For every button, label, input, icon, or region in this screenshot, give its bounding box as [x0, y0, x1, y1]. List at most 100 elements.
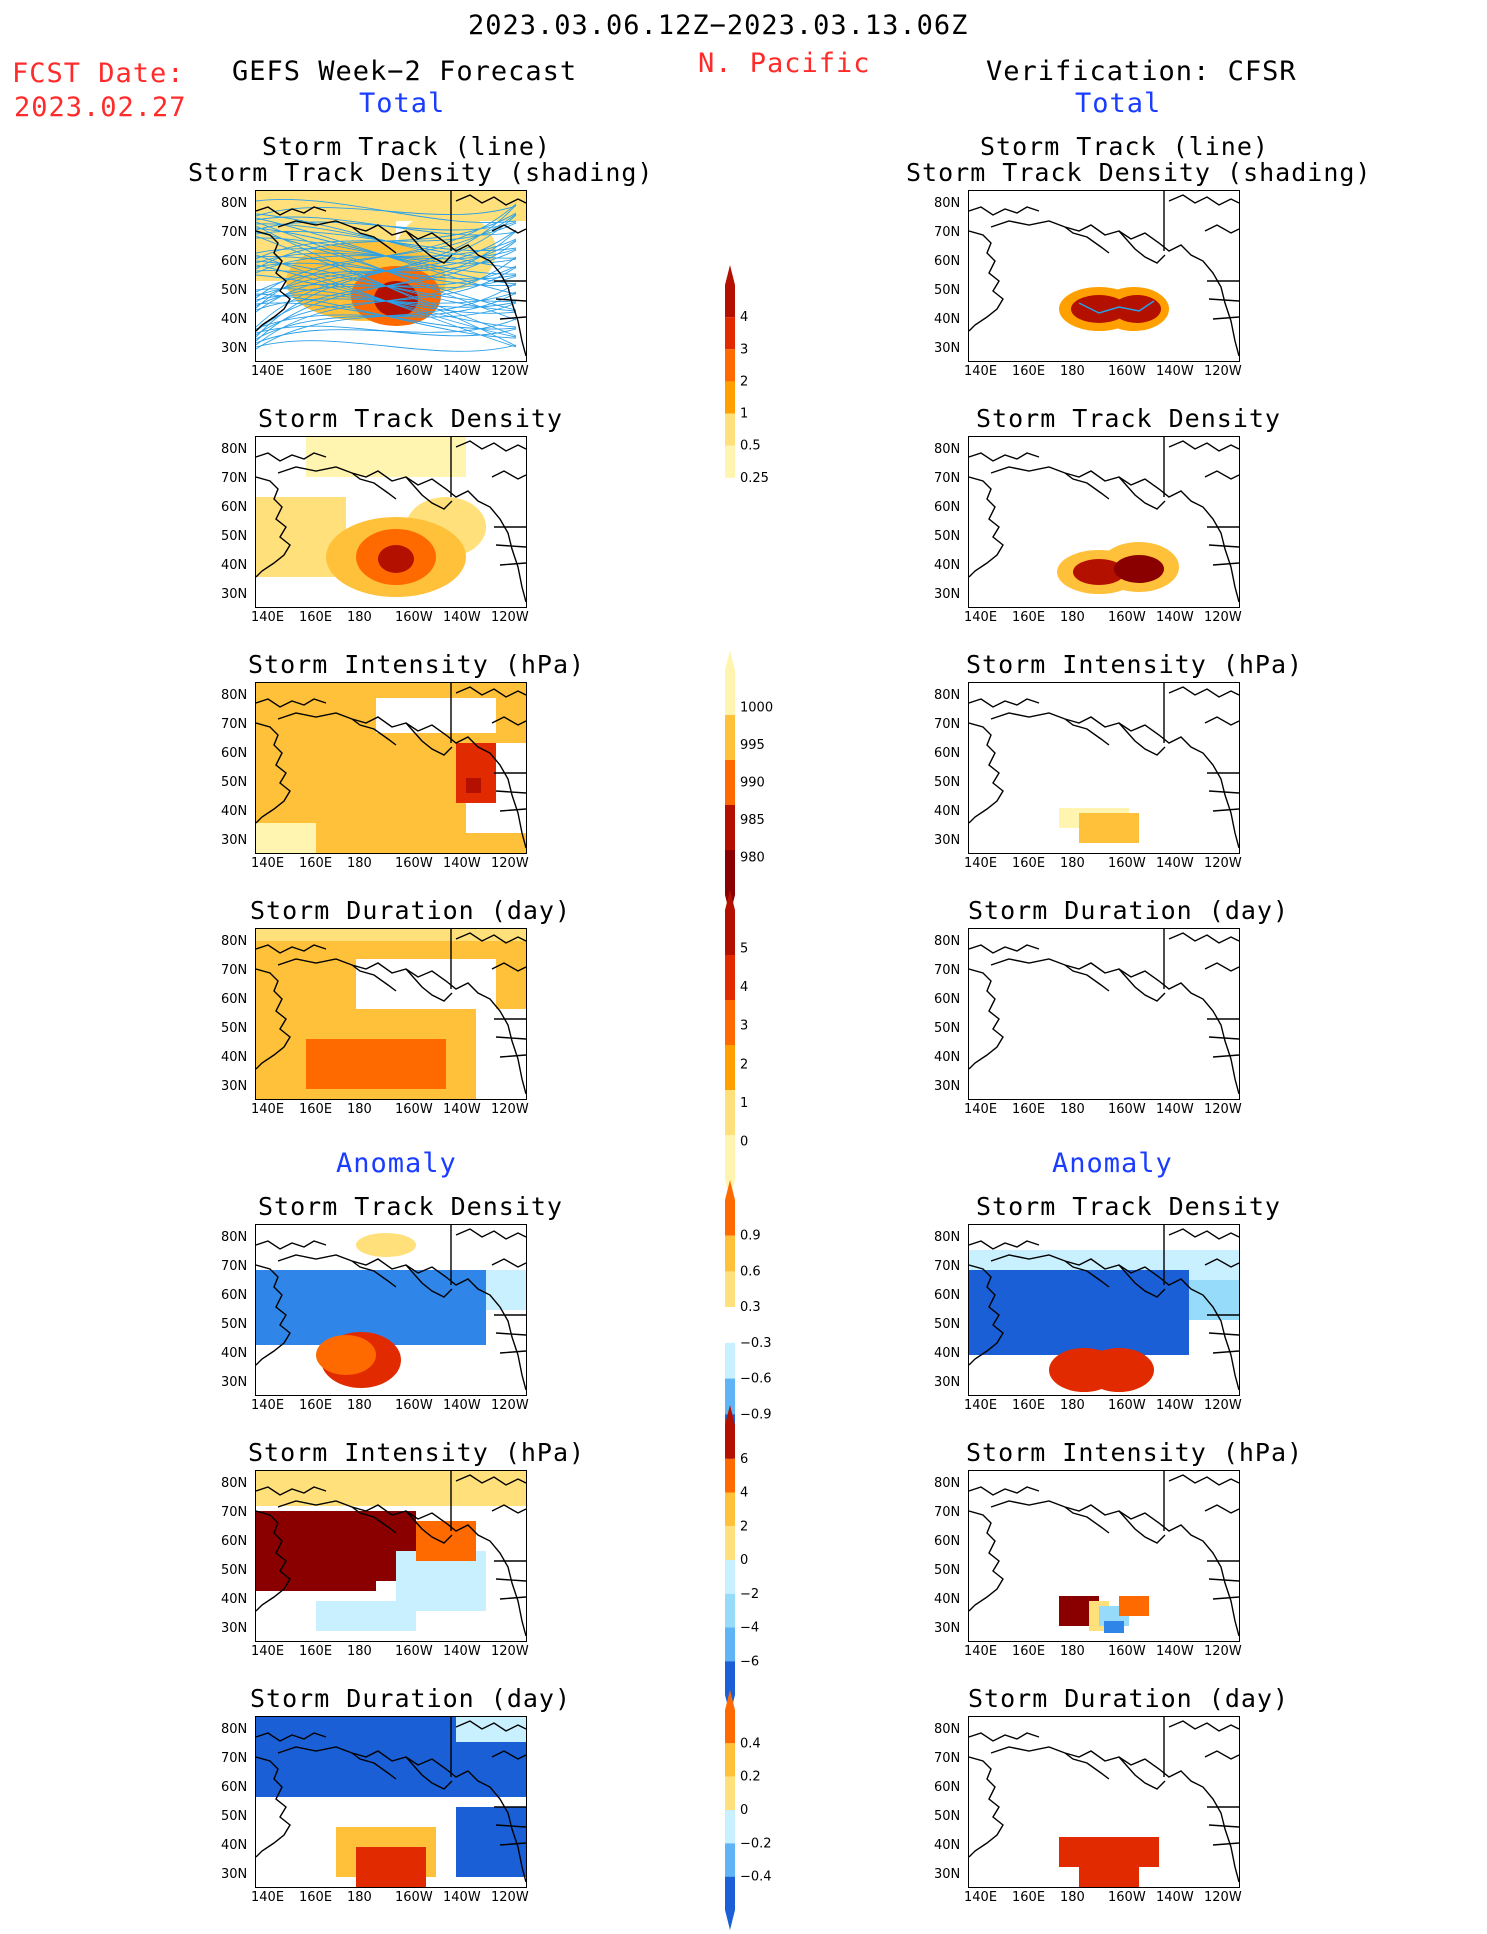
lat-tick-label: 50N	[221, 529, 248, 544]
lat-tick-label: 30N	[221, 1375, 248, 1390]
lon-tick-label: 180	[1060, 364, 1085, 379]
lat-tick-label: 40N	[221, 312, 248, 327]
lon-tick-label: 160W	[395, 364, 433, 379]
lat-tick-label: 60N	[221, 1780, 248, 1795]
lon-tick-label: 140W	[1156, 1398, 1194, 1413]
lat-tick-label: 80N	[221, 934, 248, 949]
lon-tick-label: 180	[1060, 1102, 1085, 1117]
colorbar-label: 0	[740, 1134, 748, 1149]
lat-tick-label: 70N	[221, 1259, 248, 1274]
lon-tick-label: 140E	[251, 856, 285, 871]
lon-tick-label: 160W	[395, 856, 433, 871]
colorbar-density-total: 4 3 2 1 0.5 0.25	[720, 265, 790, 534]
lon-tick-label: 180	[347, 1398, 372, 1413]
lat-tick-label: 70N	[221, 963, 248, 978]
lon-tick-label: 140E	[251, 1398, 285, 1413]
lon-tick-label: 140W	[443, 1890, 481, 1905]
lat-tick-label: 80N	[221, 1476, 248, 1491]
lat-tick-label: 30N	[221, 1621, 248, 1636]
lat-tick-label: 30N	[934, 833, 961, 848]
cfsr-intensity-map	[968, 682, 1240, 854]
colorbar-label: 980	[740, 851, 765, 866]
colorbar-label: −6	[740, 1654, 759, 1669]
colorbar-intensity-anomaly: 6 4 2 0 −2 −4 −6	[720, 1405, 790, 1719]
lat-tick-label: 60N	[934, 1780, 961, 1795]
lon-tick-label: 180	[1060, 1644, 1085, 1659]
panel-title-intensity-right: Storm Intensity (hPa)	[966, 650, 1304, 679]
lon-tick-label: 160W	[1108, 1398, 1146, 1413]
lon-tick-label: 120W	[491, 1644, 529, 1659]
lat-tick-label: 50N	[934, 529, 961, 544]
lon-tick-label: 140W	[443, 1644, 481, 1659]
lat-tick-label: 60N	[934, 1534, 961, 1549]
colorbar-label: 0.25	[740, 471, 769, 486]
lat-tick-label: 30N	[221, 1867, 248, 1882]
lon-tick-label: 140E	[964, 1890, 998, 1905]
lat-tick-label: 70N	[221, 1505, 248, 1520]
lon-tick-label: 140E	[964, 1102, 998, 1117]
lat-tick-label: 80N	[221, 196, 248, 211]
lat-tick-label: 50N	[221, 283, 248, 298]
colorbar-label: −0.3	[740, 1336, 772, 1351]
lat-tick-label: 50N	[934, 1317, 961, 1332]
lon-tick-label: 120W	[1204, 364, 1242, 379]
lat-tick-label: 40N	[221, 1050, 248, 1065]
lat-tick-label: 40N	[934, 312, 961, 327]
lat-tick-label: 40N	[934, 558, 961, 573]
lat-tick-label: 40N	[221, 1838, 248, 1853]
region-label: N. Pacific	[698, 48, 871, 79]
fcst-date-value: 2023.02.27	[14, 92, 187, 123]
colorbar-label: 0.2	[740, 1770, 761, 1785]
lon-tick-label: 140E	[251, 1644, 285, 1659]
lon-tick-label: 120W	[1204, 1102, 1242, 1117]
colorbar-label: −4	[740, 1621, 759, 1636]
lat-tick-label: 60N	[221, 746, 248, 761]
lon-tick-label: 180	[1060, 856, 1085, 871]
lon-tick-label: 120W	[491, 856, 529, 871]
colorbar-label: 1000	[740, 701, 773, 716]
colorbar-label: −0.9	[740, 1407, 772, 1422]
lat-tick-label: 80N	[221, 1722, 248, 1737]
lon-tick-label: 120W	[1204, 1644, 1242, 1659]
lon-tick-label: 120W	[491, 364, 529, 379]
lat-tick-label: 80N	[221, 688, 248, 703]
lat-tick-label: 40N	[934, 1050, 961, 1065]
lon-tick-label: 180	[347, 1102, 372, 1117]
lon-tick-label: 160E	[1012, 1644, 1046, 1659]
lat-tick-label: 80N	[221, 442, 248, 457]
lon-tick-label: 120W	[1204, 1398, 1242, 1413]
lon-tick-label: 140W	[1156, 364, 1194, 379]
colorbar-label: 3	[740, 342, 748, 357]
lon-tick-label: 140W	[1156, 856, 1194, 871]
lat-tick-label: 60N	[934, 992, 961, 1007]
lon-tick-label: 160W	[1108, 856, 1146, 871]
lon-tick-label: 140E	[964, 364, 998, 379]
lat-tick-label: 70N	[934, 1505, 961, 1520]
colorbar-label: 3	[740, 1019, 748, 1034]
colorbar-label: 4	[740, 980, 748, 995]
lat-tick-label: 40N	[934, 1346, 961, 1361]
colorbar-label: 5	[740, 942, 748, 957]
lon-tick-label: 140W	[443, 364, 481, 379]
lat-tick-label: 80N	[934, 1722, 961, 1737]
lat-tick-label: 60N	[934, 500, 961, 515]
lat-tick-label: 50N	[221, 1021, 248, 1036]
lon-tick-label: 140W	[1156, 1102, 1194, 1117]
lon-tick-label: 180	[347, 1890, 372, 1905]
panel-title-density-anom-right: Storm Track Density	[976, 1192, 1281, 1221]
total-label-right: Total	[1075, 88, 1162, 119]
lon-tick-label: 180	[1060, 1398, 1085, 1413]
lat-tick-label: 70N	[934, 225, 961, 240]
colorbar-label: 0.5	[740, 439, 761, 454]
colorbar-label: 2	[740, 1057, 748, 1072]
gefs-density-anom-map	[255, 1224, 527, 1396]
colorbar-label: 2	[740, 374, 748, 389]
panel-title-track-shading-left: Storm Track Density (shading)	[188, 158, 654, 187]
lon-tick-label: 140W	[443, 610, 481, 625]
lat-tick-label: 70N	[221, 225, 248, 240]
colorbar-label: −0.6	[740, 1372, 772, 1387]
lon-tick-label: 140E	[251, 1102, 285, 1117]
anomaly-label-right: Anomaly	[1052, 1148, 1173, 1179]
lon-tick-label: 140E	[251, 364, 285, 379]
cfsr-duration-map	[968, 928, 1240, 1100]
